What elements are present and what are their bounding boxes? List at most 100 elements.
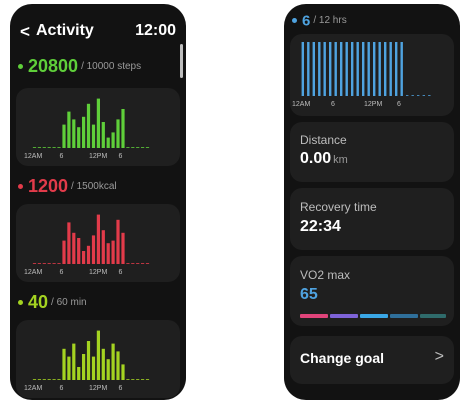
chart-bar: [86, 245, 91, 264]
vo2-label: VO2 max: [300, 268, 351, 282]
chart-bar: [362, 42, 365, 96]
minutes-goal: / 60 min: [51, 297, 87, 308]
chart-empty-tick: [126, 379, 130, 380]
minutes-chart: 12AM 6 12PM 6: [24, 330, 150, 392]
chart-bar: [67, 111, 71, 148]
x-tick-label: 12AM: [24, 385, 42, 392]
change-goal-button[interactable]: Change goal >: [290, 336, 454, 384]
chart-bar: [96, 330, 100, 380]
recovery-label: Recovery time: [300, 200, 377, 214]
chart-bar: [77, 127, 81, 148]
chart-bar: [378, 42, 381, 96]
chart-bar: [323, 42, 326, 96]
chart-bar: [373, 42, 376, 96]
chart-empty-tick: [47, 263, 51, 264]
vo2-scale-segment: [360, 314, 388, 318]
chart-bar: [106, 359, 110, 380]
chart-empty-tick: [428, 95, 431, 96]
activity-screen-right: 6/ 12 hrs 12AM 6 12PM 6 Distance 0.00 km Rec…: [284, 4, 460, 400]
chart-bar: [351, 42, 354, 96]
calories-goal: / 1500kcal: [71, 181, 117, 192]
chart-bar: [67, 222, 71, 264]
hours-value: 6: [302, 12, 311, 30]
chart-empty-tick: [136, 147, 140, 148]
chart-bar: [111, 240, 115, 264]
x-tick-label: 6: [60, 269, 64, 276]
activity-screen-left: < Activity 12:00 20800/ 10000 steps 12AM…: [10, 4, 186, 400]
chart-empty-tick: [47, 147, 51, 148]
distance-card[interactable]: Distance 0.00 km: [290, 122, 454, 182]
chart-bar: [116, 351, 120, 380]
steps-metric: 20800/ 10000 steps: [18, 56, 141, 77]
chart-empty-tick: [42, 379, 46, 380]
back-button[interactable]: <: [20, 22, 30, 42]
chart-bar: [106, 137, 110, 148]
chart-empty-tick: [126, 263, 130, 264]
chart-bar: [91, 235, 96, 264]
chart-bar: [96, 214, 100, 264]
chart-bar: [312, 42, 315, 96]
vo2-scale-segment: [300, 314, 328, 318]
chart-empty-tick: [411, 95, 414, 96]
x-tick-label: 6: [397, 101, 401, 108]
steps-value: 20800: [28, 56, 79, 76]
x-tick-label: 12AM: [24, 153, 42, 160]
chart-bar: [77, 238, 81, 264]
calories-value: 1200: [28, 176, 69, 196]
header: < Activity 12:00: [10, 4, 186, 41]
chart-empty-tick: [406, 95, 409, 96]
chart-bar: [62, 348, 66, 380]
distance-number: 0.00: [300, 150, 332, 167]
chart-empty-tick: [57, 379, 61, 380]
minutes-value: 40: [28, 292, 49, 312]
chart-bar: [121, 364, 125, 380]
x-tick-label: 6: [331, 101, 335, 108]
chart-bar: [111, 343, 115, 380]
hours-chart-card[interactable]: 12AM 6 12PM 6: [290, 34, 454, 116]
x-tick-label: 12AM: [292, 101, 310, 108]
chart-empty-tick: [57, 263, 61, 264]
chart-empty-tick: [52, 263, 56, 264]
chart-empty-tick: [145, 147, 150, 148]
vo2-value: 65: [300, 286, 318, 303]
recovery-value: 22:34: [300, 218, 341, 235]
page-title: Activity: [36, 22, 94, 39]
chart-empty-tick: [131, 147, 135, 148]
steps-goal: / 10000 steps: [81, 61, 142, 72]
minutes-metric: 40/ 60 min: [18, 292, 87, 313]
scrollbar[interactable]: [180, 44, 183, 78]
chart-empty-tick: [42, 147, 46, 148]
x-tick-label: 12PM: [89, 385, 107, 392]
x-tick-label: 6: [60, 153, 64, 160]
chart-bar: [329, 42, 332, 96]
chart-bar: [91, 356, 96, 380]
chevron-left-icon: <: [20, 22, 30, 41]
chart-bar: [395, 42, 398, 96]
chart-bar: [101, 122, 105, 148]
x-tick-label: 6: [119, 269, 123, 276]
vo2-card[interactable]: VO2 max 65: [290, 256, 454, 326]
chart-bar: [67, 356, 71, 380]
chart-empty-tick: [42, 263, 46, 264]
chart-bar: [62, 124, 66, 148]
chart-empty-tick: [141, 263, 145, 264]
chart-bar: [86, 103, 91, 148]
chart-bar: [340, 42, 343, 96]
minutes-chart-card[interactable]: 12AM 6 12PM 6: [16, 320, 180, 398]
x-tick-label: 6: [60, 385, 64, 392]
hours-metric: 6/ 12 hrs: [292, 12, 347, 30]
recovery-card[interactable]: Recovery time 22:34: [290, 188, 454, 250]
vo2-scale-segment: [330, 314, 358, 318]
hours-chart: 12AM 6 12PM 6: [292, 42, 431, 108]
clock: 12:00: [135, 22, 176, 39]
steps-chart-card[interactable]: 12AM 6 12PM 6: [16, 88, 180, 166]
chart-empty-tick: [57, 147, 61, 148]
chart-empty-tick: [37, 263, 41, 264]
chart-bar: [72, 232, 76, 264]
chart-bar: [301, 42, 304, 96]
chart-empty-tick: [52, 379, 56, 380]
distance-unit: km: [333, 154, 348, 166]
calories-chart-card[interactable]: 12AM 6 12PM 6: [16, 204, 180, 282]
chart-bar: [367, 42, 370, 96]
chart-bar: [334, 42, 337, 96]
